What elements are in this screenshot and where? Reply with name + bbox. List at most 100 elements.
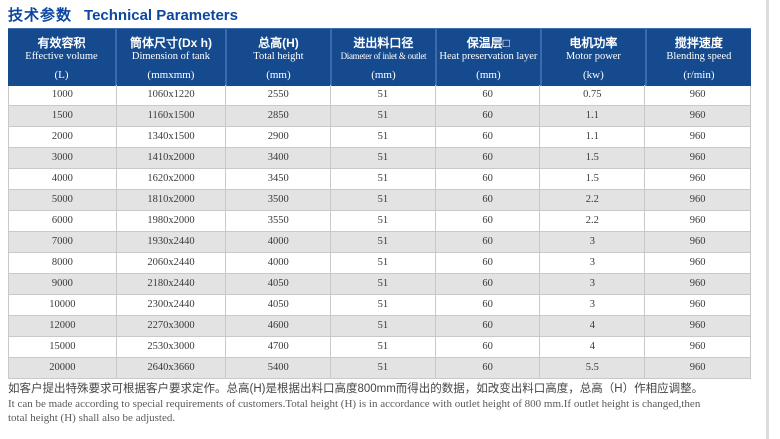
- table-cell: 1340x1500: [115, 127, 226, 147]
- table-cell: 960: [644, 148, 750, 168]
- table-cell: 1.5: [539, 148, 644, 168]
- table-cell: 60: [434, 106, 540, 126]
- table-cell: 51: [330, 316, 435, 336]
- table-cell: 960: [644, 253, 750, 273]
- table-cell: 960: [644, 358, 750, 378]
- table-cell: 3450: [225, 169, 330, 189]
- table-cell: 51: [330, 337, 435, 357]
- table-cell: 2270x3000: [115, 316, 226, 336]
- column-header-zh: 搅拌速度: [674, 36, 723, 50]
- table-cell: 1980x2000: [115, 211, 226, 231]
- table-cell: 4: [539, 337, 644, 357]
- column-header-5: 电机功率 Motor power (kw): [539, 29, 645, 86]
- column-header-3: 进出料口径 Diameter of inlet & outlet (mm): [329, 29, 435, 86]
- table-cell: 1620x2000: [115, 169, 226, 189]
- table-cell: 1060x1220: [115, 85, 226, 105]
- column-header-en: Blending speed: [666, 51, 732, 62]
- table-cell: 0.75: [539, 85, 644, 105]
- technical-parameters-table: 有效容积 Effective volume (L) 筒体尺寸(Dx h) Dimensi…: [8, 28, 751, 379]
- table-cell: 2550: [225, 85, 330, 105]
- column-header-6: 搅拌速度 Blending speed (r/min): [644, 29, 751, 86]
- table-cell: 5400: [225, 358, 330, 378]
- table-cell: 4700: [225, 337, 330, 357]
- table-cell: 2.2: [539, 211, 644, 231]
- column-header-4: 保温层□ Heat preservation layer (mm): [434, 29, 540, 86]
- table-cell: 4000: [225, 232, 330, 252]
- table-cell: 60: [434, 337, 540, 357]
- page-title-zh: 技术参数: [8, 7, 73, 24]
- table-cell: 15000: [49, 341, 76, 352]
- column-header-zh: 总高(H): [258, 36, 299, 50]
- table-cell: 3550: [225, 211, 330, 231]
- table-cell: 4050: [225, 274, 330, 294]
- table-cell: 1500: [51, 110, 73, 121]
- table-cell: 20000: [49, 362, 76, 373]
- column-header-en: Motor power: [565, 51, 621, 62]
- table-cell: 60: [434, 358, 540, 378]
- table-cell: 51: [330, 295, 435, 315]
- column-header-0: 有效容积 Effective volume (L): [8, 29, 115, 86]
- table-cell: 1.1: [539, 127, 644, 147]
- column-header-en: Diameter of inlet & outlet: [340, 51, 427, 61]
- column-header-unit: (r/min): [683, 69, 715, 81]
- column-header-2: 总高(H) Total height (mm): [224, 29, 330, 86]
- table-cell: 51: [330, 169, 435, 189]
- table-row: 20000 2640x3660 5400 51 60 5.5 960: [9, 358, 750, 379]
- table-cell: 3500: [225, 190, 330, 210]
- table-cell: 2850: [225, 106, 330, 126]
- column-header-en: Effective volume: [25, 51, 98, 62]
- column-header-unit: (mmxmm): [147, 69, 195, 81]
- table-cell: 60: [434, 190, 540, 210]
- table-cell: 6000: [51, 215, 73, 226]
- table-cell: 1810x2000: [115, 190, 226, 210]
- table-cell: 3: [539, 253, 644, 273]
- table-cell: 1000: [51, 89, 73, 100]
- table-cell: 51: [330, 358, 435, 378]
- table-cell: 2530x3000: [115, 337, 226, 357]
- table-cell: 960: [644, 316, 750, 336]
- table-cell: 3: [539, 232, 644, 252]
- table-cell: 12000: [49, 320, 76, 331]
- column-header-unit: (mm): [476, 69, 501, 81]
- table-cell: 60: [434, 85, 540, 105]
- footnote-english-line1: It can be made according to special requ…: [8, 398, 701, 410]
- column-header-zh: 筒体尺寸(Dx h): [129, 36, 212, 50]
- footnote-english-line2: total height (H) shall also be adjusted.: [8, 411, 176, 424]
- page-title-en: Technical Parameters: [84, 7, 238, 24]
- table-row: 6000 1980x2000 3550 51 60 2.2 960: [9, 211, 750, 232]
- table-cell: 5.5: [539, 358, 644, 378]
- table-row: 7000 1930x2440 4000 51 60 3 960: [9, 232, 750, 253]
- column-header-zh: 进出料口径: [353, 36, 414, 50]
- table-cell: 3: [539, 295, 644, 315]
- table-row: 12000 2270x3000 4600 51 60 4 960: [9, 316, 750, 337]
- table-cell: 4: [539, 316, 644, 336]
- footnote-chinese: 如客户提出特殊要求可根据客户要求定作。总高(H)是根据出料口高度800mm而得出…: [8, 383, 704, 395]
- table-cell: 2060x2440: [115, 253, 226, 273]
- table-cell: 60: [434, 232, 540, 252]
- table-cell: 51: [330, 274, 435, 294]
- table-cell: 960: [644, 295, 750, 315]
- table-cell: 51: [330, 232, 435, 252]
- page-edge-divider: [766, 0, 769, 439]
- column-header-1: 筒体尺寸(Dx h) Dimension of tank (mmxmm): [114, 29, 225, 86]
- table-cell: 960: [644, 190, 750, 210]
- page-title: 技术参数 Technical Parameters: [8, 4, 238, 24]
- table-row: 4000 1620x2000 3450 51 60 1.5 960: [9, 169, 750, 190]
- table-cell: 2180x2440: [115, 274, 226, 294]
- table-row: 3000 1410x2000 3400 51 60 1.5 960: [9, 148, 750, 169]
- table-cell: 60: [434, 148, 540, 168]
- table-cell: 51: [330, 85, 435, 105]
- table-cell: 4000: [225, 253, 330, 273]
- table-cell: 4000: [51, 173, 73, 184]
- table-cell: 2000: [51, 131, 73, 142]
- table-cell: 8000: [51, 257, 73, 268]
- table-cell: 2300x2440: [115, 295, 226, 315]
- column-header-unit: (kw): [582, 69, 604, 81]
- table-cell: 51: [330, 148, 435, 168]
- table-body: 1000 1060x1220 2550 51 60 0.75 960 1500 1160x150…: [8, 85, 751, 379]
- table-cell: 60: [434, 274, 540, 294]
- table-row: 15000 2530x3000 4700 51 60 4 960: [9, 337, 750, 358]
- table-row: 8000 2060x2440 4000 51 60 3 960: [9, 253, 750, 274]
- table-cell: 4600: [225, 316, 330, 336]
- table-cell: 60: [434, 316, 540, 336]
